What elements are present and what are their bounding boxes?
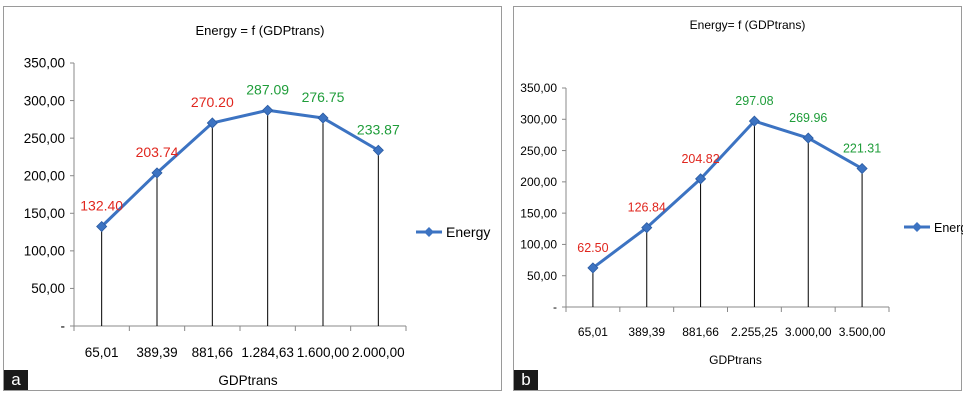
chart-a-legend-marker bbox=[424, 227, 434, 237]
chart-b-point-marker bbox=[641, 222, 653, 234]
chart-a-point-marker bbox=[372, 144, 384, 156]
chart-b-x-tick-label: 65,01 bbox=[578, 325, 608, 339]
chart-b-data-label: 204.82 bbox=[681, 152, 719, 166]
chart-a-y-tick-label: 100,00 bbox=[24, 244, 65, 259]
chart-b-y-tick-label: 100,00 bbox=[520, 238, 557, 252]
chart-a-data-label: 276.75 bbox=[302, 89, 345, 105]
chart-b-data-label: 297.08 bbox=[735, 94, 773, 108]
chart-b-series-line bbox=[592, 119, 863, 270]
chart-b-data-label: 269.96 bbox=[789, 111, 827, 125]
chart-a-x-tick-label: 389,39 bbox=[136, 345, 177, 360]
chart-a-y-tick-label: 150,00 bbox=[24, 206, 65, 221]
chart-b-y-tick-label: - bbox=[553, 300, 557, 314]
chart-a-data-label: 203.74 bbox=[136, 144, 179, 160]
chart-b-data-label: 126.84 bbox=[628, 201, 666, 215]
chart-b-point-marker bbox=[856, 162, 868, 175]
chart-a-data-label: 270.20 bbox=[191, 94, 234, 110]
chart-b-x-tick-label: 881,66 bbox=[682, 325, 719, 339]
chart-a-x-tick-label: 1.600,00 bbox=[297, 345, 350, 360]
chart-a-point-marker bbox=[206, 117, 218, 129]
chart-panel-b: Energy= f (GDPtrans) - 50,00 100,00 150,00 20… bbox=[513, 6, 963, 391]
chart-a-title: Energy = f (GDPtrans) bbox=[196, 23, 325, 38]
chart-b-y-tick-label: 350,00 bbox=[520, 81, 557, 95]
chart-a-legend-label: Energy bbox=[446, 224, 490, 240]
chart-a-x-tick-label: 1.284,63 bbox=[241, 345, 294, 360]
chart-b-x-axis-label: GDPtrans bbox=[709, 353, 762, 367]
chart-b-y-tick-label: 200,00 bbox=[520, 175, 557, 189]
chart-b-y-tick-label: 250,00 bbox=[520, 144, 557, 158]
chart-b-title: Energy= f (GDPtrans) bbox=[690, 18, 806, 32]
chart-a-x-tick-label: 881,66 bbox=[192, 345, 233, 360]
chart-b-legend-label: Energy bbox=[934, 221, 963, 235]
chart-a-y-tick-label: 200,00 bbox=[24, 168, 65, 183]
chart-b-svg: Energy= f (GDPtrans) - 50,00 100,00 150,00 20… bbox=[520, 18, 963, 367]
chart-b-point-marker bbox=[802, 132, 814, 144]
chart-b-x-tick-label: 389,39 bbox=[628, 325, 665, 339]
chart-a-series-line bbox=[100, 108, 380, 228]
chart-b-y-tick-label: 50,00 bbox=[527, 269, 557, 283]
chart-a-point-marker bbox=[262, 104, 274, 116]
chart-a-x-tick-label: 65,01 bbox=[85, 345, 119, 360]
chart-b-point-marker bbox=[748, 115, 760, 127]
chart-b-point-marker bbox=[587, 262, 599, 274]
chart-b-data-label: 221.31 bbox=[843, 142, 881, 156]
chart-b-x-tick-label: 3.000,00 bbox=[785, 325, 832, 339]
chart-a-y-tick-label: 350,00 bbox=[24, 56, 65, 71]
chart-a-x-axis-label: GDPtrans bbox=[218, 373, 278, 388]
chart-a-y-tick-label: - bbox=[61, 319, 66, 334]
chart-b-y-tick-label: 300,00 bbox=[520, 112, 557, 126]
chart-a-y-tick-label: 250,00 bbox=[24, 131, 65, 146]
chart-b-y-tick-label: 150,00 bbox=[520, 206, 557, 220]
chart-a-y-tick-label: 300,00 bbox=[24, 93, 65, 108]
chart-a-data-label: 287.09 bbox=[246, 81, 289, 97]
chart-a-y-tick-label: 50,00 bbox=[31, 281, 65, 296]
chart-a-point-marker bbox=[317, 112, 329, 124]
chart-b-point-marker bbox=[695, 173, 707, 185]
chart-b-legend-marker bbox=[912, 222, 922, 232]
panel-letter-a: a bbox=[4, 370, 28, 390]
chart-b-data-label: 62.50 bbox=[577, 241, 608, 255]
chart-b-x-tick-label: 3.500,00 bbox=[839, 325, 886, 339]
panel-letter-b: b bbox=[514, 370, 538, 390]
chart-panel-a: Energy = f (GDPtrans) - 50,00 100,00 150,00 2… bbox=[3, 6, 502, 391]
chart-b-x-tick-label: 2.255,25 bbox=[731, 325, 778, 339]
chart-a-x-tick-label: 2.000,00 bbox=[352, 345, 405, 360]
chart-a-point-marker bbox=[96, 220, 108, 233]
chart-a-data-label: 233.87 bbox=[357, 121, 400, 137]
chart-a-svg: Energy = f (GDPtrans) - 50,00 100,00 150,00 2… bbox=[24, 23, 491, 388]
chart-a-point-marker bbox=[151, 167, 163, 179]
chart-a-data-label: 132.40 bbox=[80, 198, 123, 214]
